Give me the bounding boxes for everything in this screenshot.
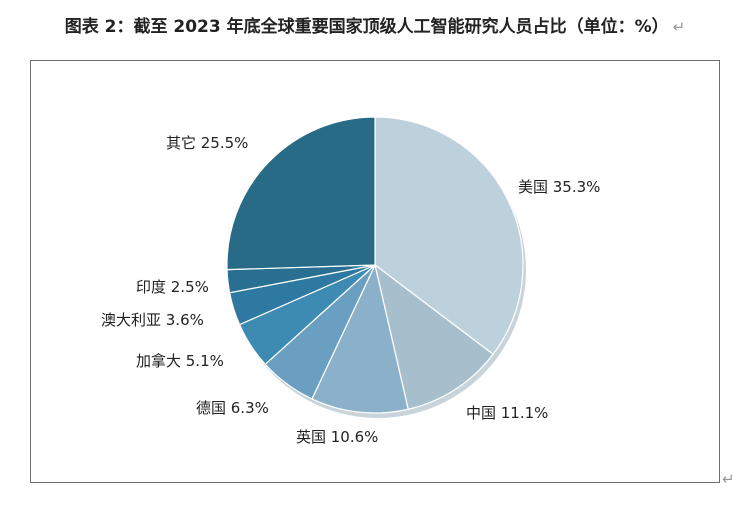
pie-slice-usa bbox=[374, 116, 524, 356]
return-mark-bottom: ↵ bbox=[722, 470, 735, 488]
pie-label-germany: 德国 6.3% bbox=[196, 399, 269, 417]
pie-slice-uk bbox=[311, 263, 409, 414]
chart-title: 图表 2：截至 2023 年底全球重要国家顶级人工智能研究人员占比（单位：%） ↵ bbox=[0, 12, 750, 37]
pie-label-canada: 加拿大 5.1% bbox=[136, 352, 224, 370]
pie-label-other: 其它 25.5% bbox=[166, 134, 248, 152]
pie-labels: 美国 35.3% 中国 11.1% 英国 10.6% 德国 6.3% 加拿大 5.1% 澳… bbox=[101, 134, 600, 446]
chart-frame bbox=[30, 60, 720, 483]
pie-label-usa: 美国 35.3% bbox=[518, 178, 600, 196]
pie-label-china: 中国 11.1% bbox=[466, 404, 548, 422]
pie-slice-other bbox=[226, 116, 376, 271]
pie-label-australia: 澳大利亚 3.6% bbox=[101, 311, 204, 329]
pie-label-uk: 英国 10.6% bbox=[296, 428, 378, 446]
chart-title-text: 图表 2：截至 2023 年底全球重要国家顶级人工智能研究人员占比（单位：%） bbox=[64, 17, 669, 37]
return-mark: ↵ bbox=[672, 18, 686, 36]
pie-label-india: 印度 2.5% bbox=[136, 278, 209, 296]
pie-slice-china bbox=[374, 263, 494, 410]
pie-slices bbox=[226, 116, 524, 414]
